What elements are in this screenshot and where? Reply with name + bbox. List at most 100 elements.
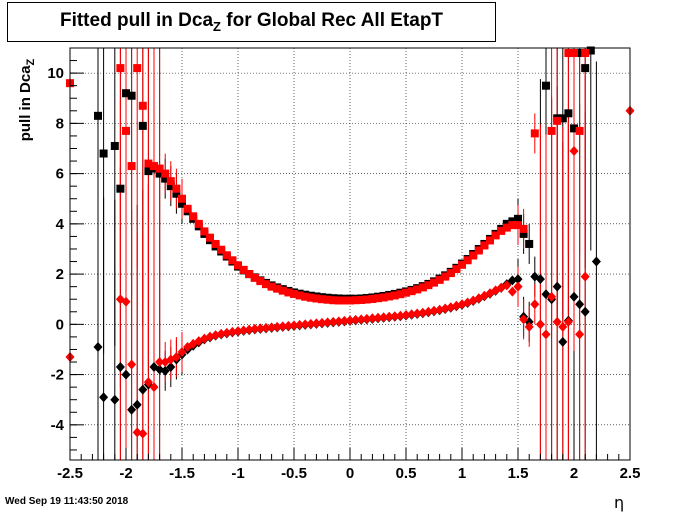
data-point-diamond — [115, 362, 125, 373]
data-point-square — [256, 277, 265, 286]
data-point-diamond — [563, 316, 573, 327]
data-point-diamond — [267, 322, 277, 333]
data-point-square — [306, 293, 315, 302]
data-point-diamond — [356, 314, 366, 325]
x-tick-label: 2.5 — [620, 465, 641, 482]
data-point-diamond — [311, 318, 321, 329]
data-point-square — [133, 64, 142, 73]
data-point-square — [178, 194, 186, 203]
data-point-diamond — [155, 357, 165, 368]
data-point-square — [368, 294, 377, 303]
data-point-square — [396, 290, 405, 299]
data-point-square — [452, 265, 461, 274]
data-point-diamond — [255, 323, 265, 334]
data-point-square — [329, 296, 338, 305]
data-point-diamond — [110, 394, 120, 405]
data-point-diamond — [300, 319, 310, 330]
data-point-diamond — [138, 428, 148, 439]
data-point-diamond — [317, 317, 327, 328]
data-point-diamond — [418, 307, 428, 318]
data-point-square — [110, 141, 119, 150]
data-point-square — [446, 269, 455, 278]
data-point-diamond — [524, 321, 534, 332]
data-point-diamond — [379, 312, 389, 323]
data-point-square — [430, 278, 438, 287]
data-point-square — [239, 265, 248, 274]
data-point-diamond — [390, 311, 400, 322]
data-point-diamond — [395, 310, 405, 321]
data-point-square — [435, 275, 444, 284]
data-point-diamond — [127, 404, 137, 415]
data-point-diamond — [227, 326, 237, 337]
x-tick-label: 2 — [570, 465, 578, 482]
tick-labels: -2.5 -2 -1.5 -1 -0.5 0 0.5 1 1.5 2 2.5 -4 -2 0 2 4 6 8 10 — [47, 65, 640, 482]
data-point-diamond — [244, 324, 254, 335]
data-point-diamond — [233, 326, 243, 337]
data-point-diamond — [121, 296, 131, 307]
data-point-diamond — [558, 321, 568, 332]
data-point-square — [295, 291, 304, 300]
chart-title: Fitted pull in DcaZ for Global Rec All E… — [59, 10, 444, 34]
data-point-square — [558, 114, 567, 123]
data-point-diamond — [121, 369, 131, 380]
y-tick-label: 0 — [56, 316, 64, 333]
data-point-diamond — [177, 346, 187, 357]
data-point-square — [413, 285, 422, 294]
data-point-square — [519, 229, 528, 238]
data-point-square — [99, 149, 108, 158]
data-point-square — [514, 214, 522, 223]
data-point-diamond — [541, 329, 551, 340]
error-bars — [69, 48, 631, 460]
data-point-diamond — [127, 359, 137, 370]
data-point-diamond — [216, 328, 226, 339]
data-point-square — [250, 273, 259, 282]
data-point-square — [486, 236, 494, 245]
data-point-square — [374, 294, 382, 303]
data-point-diamond — [239, 325, 249, 336]
data-point-square — [138, 101, 147, 110]
data-point-diamond — [575, 299, 585, 310]
x-tick-label: 0.5 — [396, 465, 417, 482]
data-point-diamond — [132, 399, 142, 410]
data-point-square — [122, 89, 130, 98]
data-point-square — [194, 219, 203, 228]
data-point-square — [178, 199, 186, 208]
data-point-square — [458, 260, 466, 269]
timestamp: Wed Sep 19 11:43:50 2018 — [5, 496, 129, 507]
data-point-square — [357, 295, 366, 304]
data-point-square — [581, 49, 590, 58]
data-point-square — [155, 169, 164, 178]
y-tick-label: 6 — [56, 166, 64, 183]
data-point-square — [547, 126, 556, 135]
data-point-square — [334, 296, 343, 305]
data-point-square — [497, 226, 506, 235]
data-point-diamond — [519, 314, 529, 325]
data-point-diamond — [591, 256, 601, 267]
data-point-square — [340, 296, 349, 305]
data-point-diamond — [166, 362, 176, 373]
data-point-square — [290, 289, 298, 298]
data-point-diamond — [513, 274, 523, 285]
data-point-diamond — [569, 146, 579, 156]
data-point-diamond — [171, 352, 181, 362]
data-point-diamond — [535, 274, 545, 285]
data-point-diamond — [412, 308, 422, 319]
data-point-square — [155, 164, 164, 173]
data-point-diamond — [513, 281, 523, 292]
data-point-square — [564, 49, 573, 58]
data-point-square — [402, 288, 410, 297]
axis-ticks — [69, 60, 631, 460]
data-point-square — [480, 241, 489, 250]
data-point-diamond — [261, 322, 271, 333]
x-tick-label: -2 — [119, 465, 132, 482]
data-point-diamond — [407, 309, 417, 320]
data-point-square — [581, 64, 590, 73]
data-point-square — [127, 162, 136, 171]
y-tick-label: 2 — [56, 266, 64, 283]
data-point-diamond — [552, 281, 562, 292]
data-point-square — [586, 46, 595, 55]
data-point-diamond — [283, 320, 293, 331]
data-point-square — [318, 295, 326, 304]
data-point-square — [166, 182, 175, 191]
